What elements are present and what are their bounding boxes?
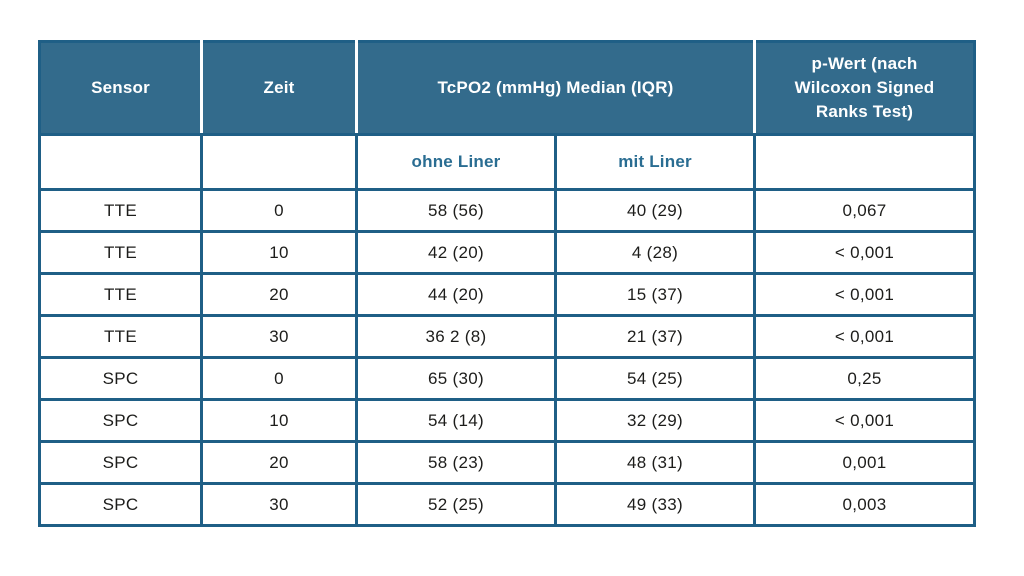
cell-sensor: SPC [38, 398, 203, 443]
column-header-zeit: Zeit [200, 40, 358, 136]
cell-ohne-liner: 58 (23) [355, 440, 557, 485]
results-table: Sensor Zeit TcPO2 (mmHg) Median (IQR) p-… [38, 40, 976, 527]
cell-p-wert: < 0,001 [753, 398, 976, 443]
cell-ohne-liner: 44 (20) [355, 272, 557, 317]
cell-mit-liner: 48 (31) [554, 440, 756, 485]
cell-sensor: SPC [38, 356, 203, 401]
cell-zeit: 10 [200, 230, 358, 275]
cell-p-wert: < 0,001 [753, 314, 976, 359]
subheader-empty-zeit [200, 133, 358, 191]
table-subheader-row: ohne Liner mit Liner [38, 133, 976, 191]
table-row: SPC 30 52 (25) 49 (33) 0,003 [38, 482, 976, 527]
cell-mit-liner: 40 (29) [554, 188, 756, 233]
subheader-empty-sensor [38, 133, 203, 191]
table-row: TTE 30 36 2 (8) 21 (37) < 0,001 [38, 314, 976, 359]
cell-sensor: SPC [38, 482, 203, 527]
column-header-sensor: Sensor [38, 40, 203, 136]
cell-mit-liner: 4 (28) [554, 230, 756, 275]
cell-sensor: TTE [38, 272, 203, 317]
cell-ohne-liner: 52 (25) [355, 482, 557, 527]
cell-ohne-liner: 36 2 (8) [355, 314, 557, 359]
cell-zeit: 10 [200, 398, 358, 443]
cell-p-wert: 0,003 [753, 482, 976, 527]
cell-zeit: 0 [200, 188, 358, 233]
cell-p-wert: < 0,001 [753, 230, 976, 275]
cell-mit-liner: 49 (33) [554, 482, 756, 527]
subheader-mit-liner: mit Liner [554, 133, 756, 191]
cell-zeit: 0 [200, 356, 358, 401]
cell-zeit: 30 [200, 314, 358, 359]
cell-mit-liner: 15 (37) [554, 272, 756, 317]
table-row: TTE 0 58 (56) 40 (29) 0,067 [38, 188, 976, 233]
table-row: TTE 20 44 (20) 15 (37) < 0,001 [38, 272, 976, 317]
cell-ohne-liner: 58 (56) [355, 188, 557, 233]
table-body: TTE 0 58 (56) 40 (29) 0,067 TTE 10 42 (20) 4 (28… [38, 188, 976, 527]
cell-mit-liner: 21 (37) [554, 314, 756, 359]
table-row: SPC 20 58 (23) 48 (31) 0,001 [38, 440, 976, 485]
cell-zeit: 20 [200, 272, 358, 317]
table-row: SPC 0 65 (30) 54 (25) 0,25 [38, 356, 976, 401]
cell-mit-liner: 32 (29) [554, 398, 756, 443]
cell-sensor: TTE [38, 230, 203, 275]
cell-mit-liner: 54 (25) [554, 356, 756, 401]
cell-p-wert: < 0,001 [753, 272, 976, 317]
cell-ohne-liner: 65 (30) [355, 356, 557, 401]
cell-sensor: TTE [38, 314, 203, 359]
cell-sensor: SPC [38, 440, 203, 485]
cell-p-wert: 0,067 [753, 188, 976, 233]
subheader-empty-p-wert [753, 133, 976, 191]
cell-zeit: 20 [200, 440, 358, 485]
table-header-row: Sensor Zeit TcPO2 (mmHg) Median (IQR) p-… [38, 40, 976, 136]
column-header-tcpo2: TcPO2 (mmHg) Median (IQR) [355, 40, 756, 136]
cell-p-wert: 0,25 [753, 356, 976, 401]
cell-sensor: TTE [38, 188, 203, 233]
subheader-ohne-liner: ohne Liner [355, 133, 557, 191]
table-row: SPC 10 54 (14) 32 (29) < 0,001 [38, 398, 976, 443]
cell-ohne-liner: 54 (14) [355, 398, 557, 443]
table-row: TTE 10 42 (20) 4 (28) < 0,001 [38, 230, 976, 275]
column-header-p-wert: p-Wert (nach Wilcoxon Signed Ranks Test) [753, 40, 976, 136]
cell-zeit: 30 [200, 482, 358, 527]
cell-p-wert: 0,001 [753, 440, 976, 485]
cell-ohne-liner: 42 (20) [355, 230, 557, 275]
